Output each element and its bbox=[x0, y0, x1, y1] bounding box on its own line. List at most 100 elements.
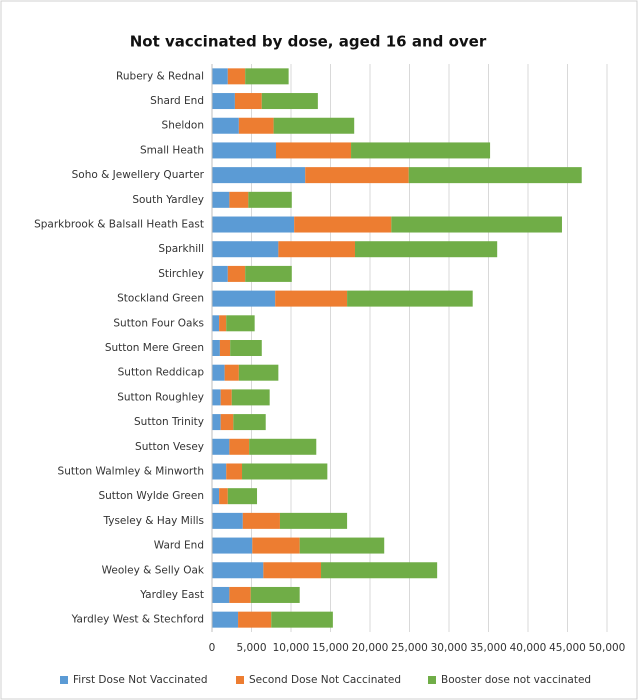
x-tick-label: 15,000 bbox=[312, 642, 349, 654]
bar-segment bbox=[212, 167, 306, 184]
bar-segment bbox=[220, 389, 232, 406]
bar-segment bbox=[250, 586, 300, 603]
y-tick-label: Sparkbrook & Balsall Heath East bbox=[34, 219, 204, 231]
legend-label: Second Dose Not Caccinated bbox=[249, 674, 401, 686]
y-tick-label: Sutton Walmley & Minworth bbox=[58, 465, 204, 477]
bar-segment bbox=[212, 68, 228, 85]
bar-segment bbox=[321, 562, 438, 579]
bar-segment bbox=[230, 340, 262, 356]
bar-segment bbox=[212, 265, 228, 282]
y-tick-label: South Yardley bbox=[132, 194, 204, 206]
bar-segment bbox=[229, 191, 249, 208]
bar-segment bbox=[212, 611, 239, 628]
bar-segment bbox=[212, 340, 220, 356]
bar-segment bbox=[212, 315, 220, 332]
y-tick-label: Sutton Trinity bbox=[134, 416, 204, 428]
y-tick-label: Sparkhill bbox=[158, 243, 204, 255]
bar-segment bbox=[212, 93, 235, 110]
bar-segment bbox=[347, 290, 473, 307]
y-tick-label: Weoley & Selly Oak bbox=[102, 564, 205, 576]
y-tick-label: Ward End bbox=[154, 540, 204, 552]
bar-segment bbox=[212, 537, 253, 554]
y-tick-label: Sutton Vesey bbox=[135, 441, 204, 453]
bar-segment bbox=[279, 512, 348, 529]
x-tick-label: 30,000 bbox=[431, 642, 468, 654]
bar-segment bbox=[351, 142, 491, 159]
x-tick-label: 50,000 bbox=[589, 642, 626, 654]
bar-segment bbox=[212, 586, 230, 603]
bar-segment bbox=[227, 68, 246, 85]
bar-segment bbox=[245, 265, 292, 282]
bar-segment bbox=[294, 216, 392, 233]
bar-segment bbox=[238, 117, 274, 134]
y-tick-label: Sutton Four Oaks bbox=[113, 317, 204, 329]
bar-segment bbox=[245, 68, 289, 85]
bar-segment bbox=[226, 315, 255, 332]
legend-label: First Dose Not Vaccinated bbox=[73, 674, 208, 686]
legend-swatch bbox=[236, 676, 244, 684]
y-tick-label: Soho & Jewellery Quarter bbox=[72, 169, 205, 181]
bar-segment bbox=[252, 537, 300, 554]
bar-segment bbox=[278, 241, 355, 258]
bar-segment bbox=[249, 438, 317, 455]
legend-swatch bbox=[428, 676, 436, 684]
y-tick-label: Tyseley & Hay Mills bbox=[102, 515, 204, 527]
bar-segment bbox=[305, 167, 409, 184]
bar-segment bbox=[408, 167, 582, 184]
x-tick-label: 25,000 bbox=[391, 642, 428, 654]
bar-segment bbox=[212, 241, 279, 258]
y-tick-label: Sutton Wylde Green bbox=[98, 490, 204, 502]
bar-segment bbox=[212, 463, 227, 480]
y-tick-label: Sutton Roughley bbox=[117, 391, 204, 403]
bar-segment bbox=[275, 290, 348, 307]
x-tick-label: 5,000 bbox=[236, 642, 266, 654]
y-tick-label: Yardley West & Stechford bbox=[71, 614, 204, 626]
bar-segment bbox=[212, 216, 295, 233]
bar-segment bbox=[229, 438, 250, 455]
bar-segment bbox=[219, 340, 231, 356]
bar-segment bbox=[233, 414, 266, 431]
bar-segment bbox=[271, 611, 333, 628]
bar-segment bbox=[212, 389, 221, 406]
y-tick-label: Stirchley bbox=[158, 268, 204, 280]
bar-segment bbox=[224, 364, 239, 381]
bar-segment bbox=[212, 364, 225, 381]
bar-segment bbox=[242, 463, 328, 480]
bar-segment bbox=[212, 414, 221, 431]
bar-segment bbox=[391, 216, 562, 233]
y-tick-label: Sutton Reddicap bbox=[118, 367, 205, 379]
bar-segment bbox=[212, 142, 276, 159]
bar-segment bbox=[227, 265, 246, 282]
bar-segment bbox=[212, 562, 264, 579]
bar-segment bbox=[220, 414, 234, 431]
bar-segment bbox=[212, 438, 230, 455]
legend-label: Booster dose not vaccinated bbox=[441, 674, 591, 686]
bar-segment bbox=[354, 241, 498, 258]
x-tick-label: 10,000 bbox=[273, 642, 310, 654]
bar-segment bbox=[231, 389, 270, 406]
bar-segment bbox=[227, 488, 258, 505]
y-tick-label: Stockland Green bbox=[117, 293, 204, 305]
bar-segment bbox=[212, 290, 276, 307]
x-tick-label: 20,000 bbox=[352, 642, 389, 654]
bar-segment bbox=[212, 191, 230, 208]
bar-segment bbox=[219, 488, 228, 505]
bar-segment bbox=[238, 364, 279, 381]
bar-segment bbox=[212, 488, 220, 505]
x-tick-label: 45,000 bbox=[549, 642, 586, 654]
y-tick-label: Yardley East bbox=[139, 589, 204, 601]
y-tick-label: Small Heath bbox=[140, 144, 204, 156]
bar-segment bbox=[275, 142, 352, 159]
bar-segment bbox=[226, 463, 243, 480]
bar-segment bbox=[248, 191, 292, 208]
bar-segment bbox=[234, 93, 262, 110]
y-tick-label: Sheldon bbox=[162, 120, 204, 132]
chart-title: Not vaccinated by dose, aged 16 and over bbox=[130, 33, 487, 51]
x-tick-label: 0 bbox=[209, 642, 216, 654]
y-tick-label: Shard End bbox=[150, 95, 204, 107]
legend-swatch bbox=[60, 676, 68, 684]
bar-segment bbox=[219, 315, 227, 332]
